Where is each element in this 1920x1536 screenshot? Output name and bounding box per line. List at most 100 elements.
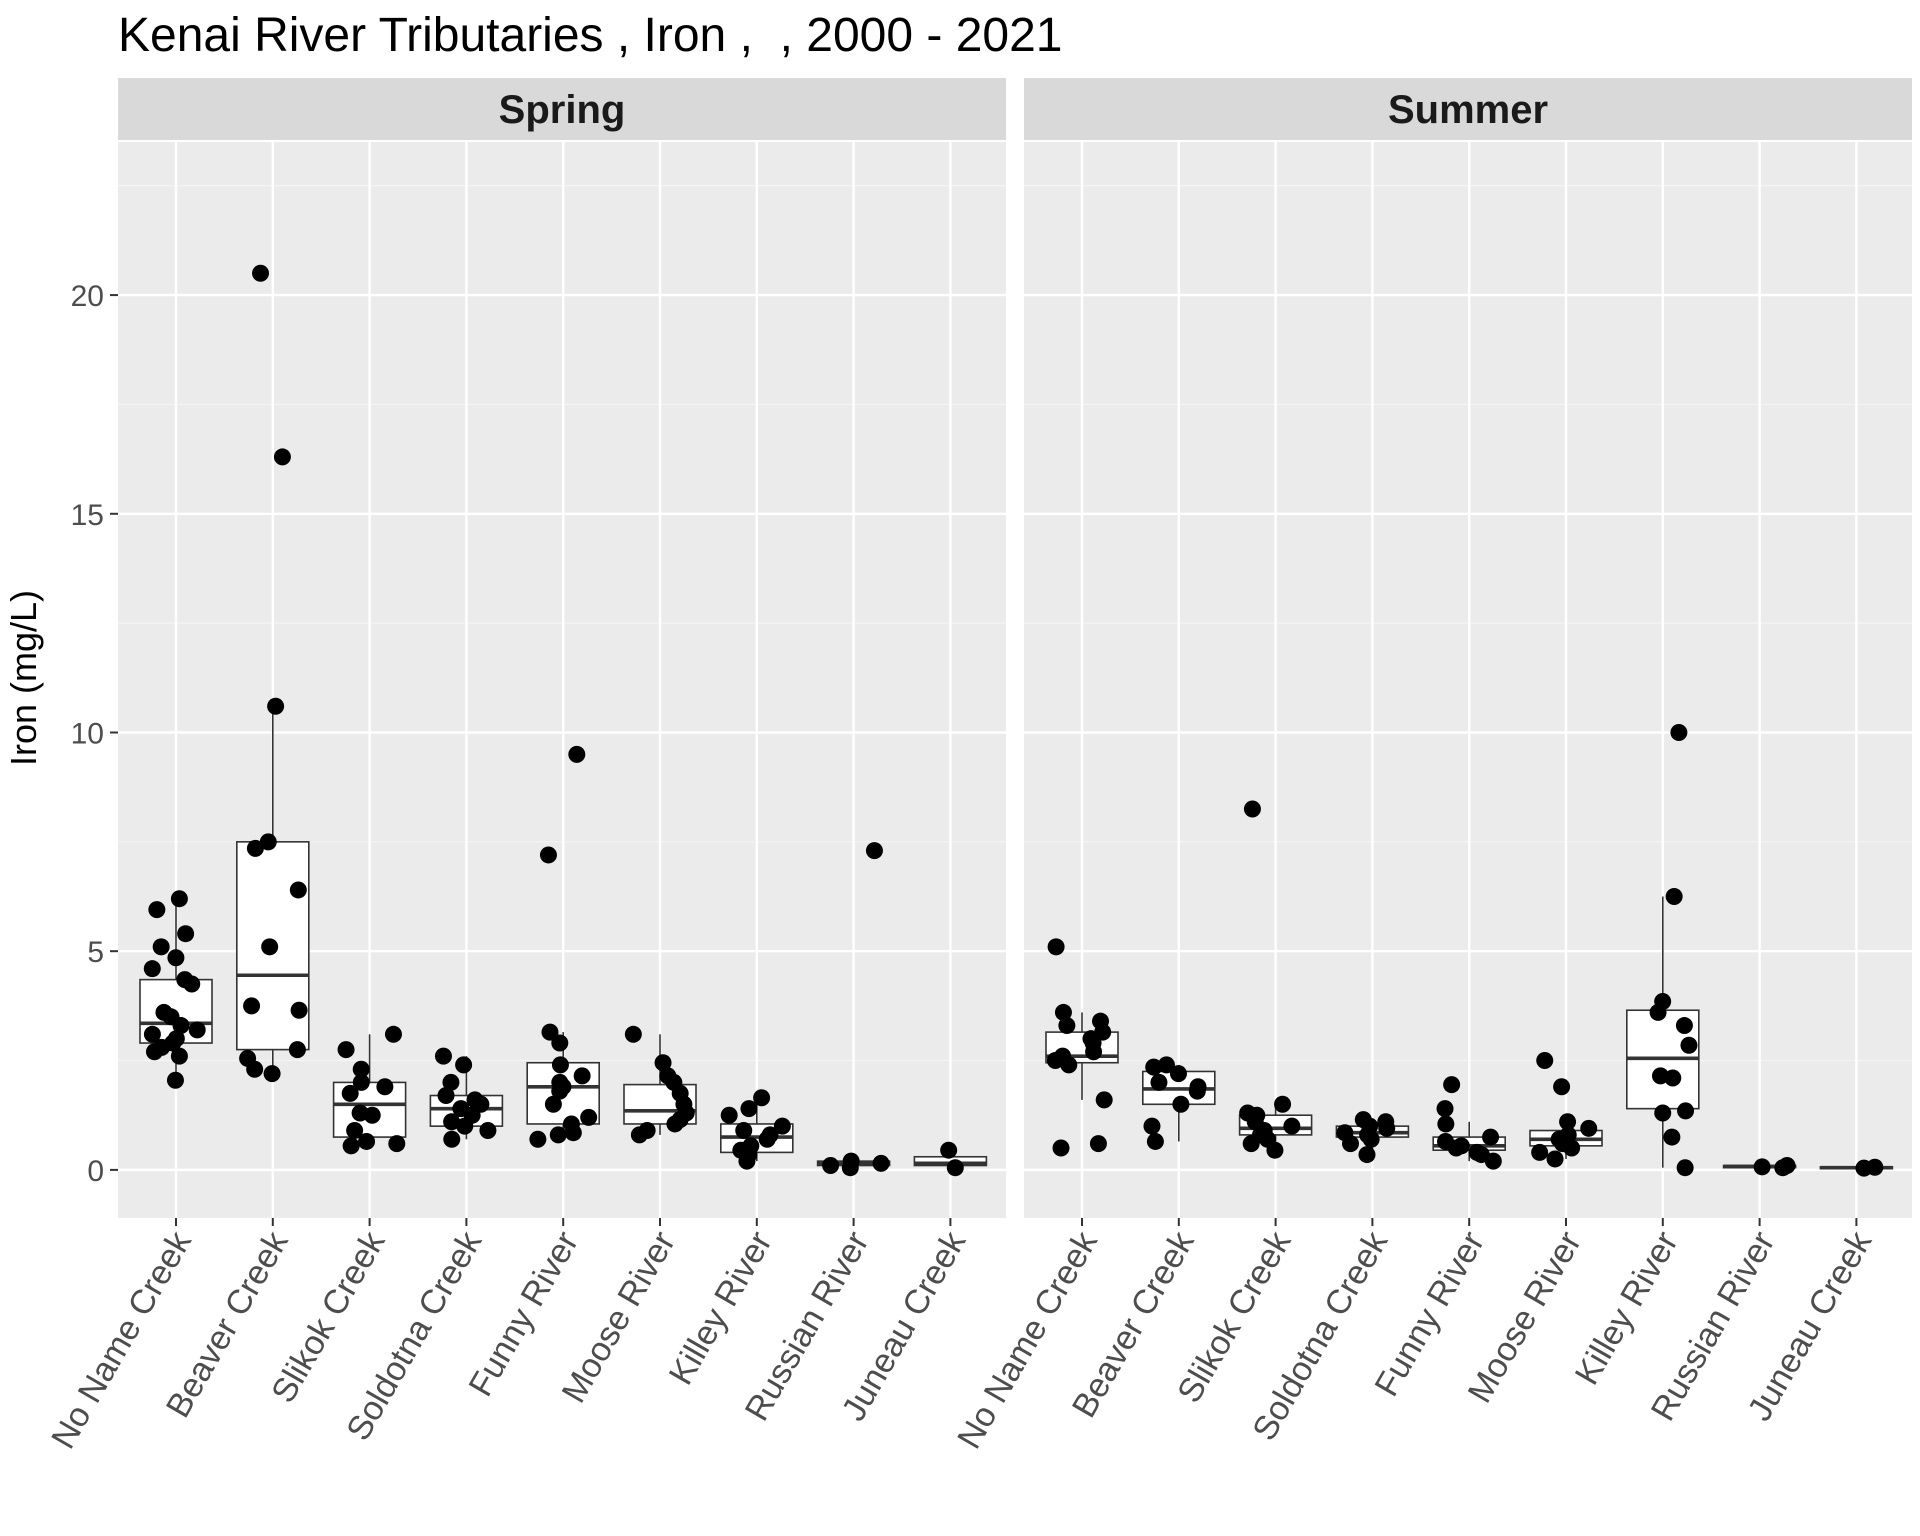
data-point <box>1377 1113 1395 1131</box>
data-point <box>176 971 194 989</box>
data-point <box>246 839 264 857</box>
y-tick-label: 5 <box>87 936 104 969</box>
data-point <box>376 1078 394 1096</box>
data-point <box>551 1034 569 1052</box>
box-funny-river <box>526 745 601 1148</box>
data-point <box>1157 1056 1175 1074</box>
box-juneau-creek <box>913 1141 988 1177</box>
data-point <box>1172 1095 1190 1113</box>
data-point <box>243 997 261 1015</box>
data-point <box>167 949 185 967</box>
data-point <box>443 1130 461 1148</box>
data-point <box>1531 1143 1549 1161</box>
data-point <box>865 842 883 860</box>
data-point <box>263 1065 281 1083</box>
facet-strip <box>1024 78 1912 140</box>
data-point <box>1482 1128 1500 1146</box>
data-point <box>551 1056 569 1074</box>
box-juneau-creek <box>1819 1158 1894 1177</box>
data-point <box>261 938 279 956</box>
data-point <box>290 1001 308 1019</box>
y-tick-label: 10 <box>71 717 104 750</box>
data-point <box>872 1154 890 1172</box>
data-point <box>568 745 586 763</box>
data-point <box>549 1126 567 1144</box>
data-point <box>773 1117 791 1135</box>
data-point <box>188 1021 206 1039</box>
chart-title: Kenai River Tributaries , Iron , , 2000 … <box>118 9 1063 62</box>
data-point <box>239 1049 257 1067</box>
data-point <box>143 960 161 978</box>
data-point <box>1437 1115 1455 1133</box>
data-point <box>143 1025 161 1043</box>
data-point <box>384 1025 402 1043</box>
data-point <box>1677 1102 1695 1120</box>
data-point <box>654 1054 672 1072</box>
data-point <box>1047 938 1065 956</box>
data-point <box>1336 1124 1354 1142</box>
data-point <box>1559 1126 1577 1144</box>
data-point <box>346 1122 364 1140</box>
data-point <box>443 1113 461 1131</box>
data-point <box>358 1132 376 1150</box>
data-point <box>1670 723 1688 741</box>
data-point <box>1468 1143 1486 1161</box>
data-point <box>1680 1036 1698 1054</box>
data-point <box>735 1122 753 1140</box>
data-point <box>1358 1146 1376 1164</box>
data-point <box>529 1130 547 1148</box>
data-point <box>455 1056 473 1074</box>
data-point <box>170 890 188 908</box>
data-point <box>288 1041 306 1059</box>
data-point <box>1150 1073 1168 1091</box>
box-soldotna-creek <box>1335 1111 1410 1164</box>
box-russian-river <box>816 842 891 1177</box>
data-point <box>1651 1067 1669 1085</box>
data-point <box>442 1073 460 1091</box>
data-point <box>539 846 557 864</box>
data-point <box>742 1137 760 1155</box>
data-point <box>761 1126 779 1144</box>
box-slikok-creek <box>332 1025 407 1155</box>
box-soldotna-creek <box>429 1047 504 1148</box>
data-point <box>1052 1139 1070 1157</box>
box-moose-river <box>623 1025 697 1144</box>
data-point <box>1283 1117 1301 1135</box>
data-point <box>342 1137 360 1155</box>
data-point <box>1580 1119 1598 1137</box>
data-point <box>1143 1117 1161 1135</box>
data-point <box>1354 1111 1372 1129</box>
x-tick-label: No Name Creek <box>950 1224 1105 1455</box>
data-point <box>1753 1158 1771 1176</box>
data-point <box>434 1047 452 1065</box>
data-point <box>562 1115 580 1133</box>
box-killey-river <box>1626 723 1700 1177</box>
data-point <box>167 1030 185 1048</box>
data-point <box>1274 1095 1292 1113</box>
data-point <box>273 448 291 466</box>
data-point <box>1089 1135 1107 1153</box>
data-point <box>659 1067 677 1085</box>
box-no-name-creek <box>1045 938 1119 1157</box>
data-point <box>1058 1017 1076 1035</box>
box-funny-river <box>1432 1076 1506 1170</box>
data-point <box>1553 1078 1571 1096</box>
data-point <box>152 938 170 956</box>
facet-strip <box>118 78 1006 140</box>
box-moose-river <box>1529 1052 1603 1168</box>
data-point <box>155 1003 173 1021</box>
data-point <box>337 1041 355 1059</box>
box-beaver-creek <box>1142 1056 1216 1150</box>
box-beaver-creek <box>236 264 310 1083</box>
data-point <box>1866 1158 1884 1176</box>
data-point <box>148 901 166 919</box>
data-point <box>289 881 307 899</box>
data-point <box>1054 1003 1072 1021</box>
data-point <box>177 925 195 943</box>
data-point <box>1239 1104 1257 1122</box>
data-point <box>946 1159 964 1177</box>
box-russian-river <box>1722 1157 1797 1177</box>
data-point <box>551 1073 569 1091</box>
